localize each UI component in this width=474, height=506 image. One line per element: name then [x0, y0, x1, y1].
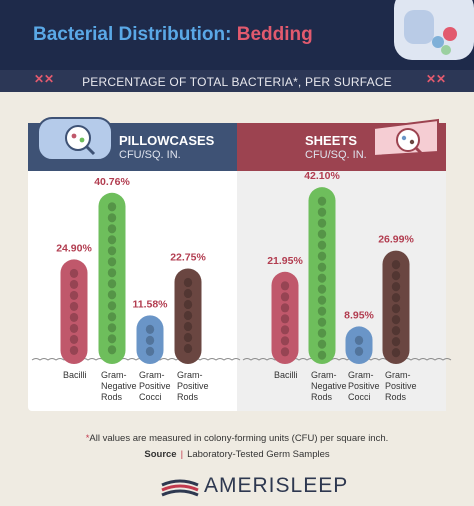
source-line: Source | Laboratory-Tested Germ Samples — [0, 449, 474, 460]
title-accent: Bedding — [236, 24, 313, 45]
pillow-icon — [37, 117, 113, 161]
pillowcases-value-label-gram-negative-rods: 40.76% — [94, 176, 130, 188]
pillowcases-bar-gram-negative-rods — [98, 192, 126, 364]
sheets-bar-gram-positive-cocci — [345, 326, 373, 364]
footnote-text: All values are measured in colony-formin… — [89, 433, 389, 444]
page-title: Bacterial Distribution: Bedding — [33, 24, 313, 46]
decor-cross-icon: ✕✕ — [426, 72, 447, 86]
chart-subtitle: PERCENTAGE OF TOTAL BACTERIA*, PER SURFA… — [82, 75, 392, 89]
decor-cross-icon: ✕✕ — [34, 72, 55, 86]
pillow-decoration-icon — [394, 0, 474, 60]
footnote: *All values are measured in colony-formi… — [0, 433, 474, 444]
sheets-value-label-gram-positive-cocci: 8.95% — [344, 309, 374, 321]
sheets-category-label-gram-positive-rods: Gram-Positive Rods — [385, 370, 417, 402]
pillowcases-value-label-gram-positive-rods: 22.75% — [170, 251, 206, 263]
sheets-value-label-gram-positive-rods: 26.99% — [378, 234, 414, 246]
pillowcases-title: PILLOWCASES — [119, 133, 215, 148]
pillowcases-unit: CFU/SQ. IN. — [119, 149, 181, 161]
brand-name: AMERISLEEP — [204, 474, 349, 497]
sheets-bar-gram-positive-rods — [382, 250, 410, 364]
sheets-category-label-gram-positive-cocci: Gram-Positive Cocci — [348, 370, 380, 402]
pillowcases-bar-gram-positive-cocci — [136, 315, 164, 364]
title-main: Bacterial Distribution: — [33, 24, 232, 45]
pillowcases-category-label-gram-positive-rods: Gram-Positive Rods — [177, 370, 209, 402]
pillowcases-bar-gram-positive-rods — [174, 268, 202, 364]
sheets-value-label-gram-negative-rods: 42.10% — [304, 170, 340, 182]
footnote-star: * — [85, 433, 90, 444]
subtitle-bar — [0, 70, 474, 92]
baseline-wave — [31, 358, 241, 361]
pillowcases-category-label-gram-positive-cocci: Gram-Positive Cocci — [139, 370, 171, 402]
sheets-category-label-bacilli: Bacilli — [274, 370, 298, 380]
sheets-value-label-bacilli: 21.95% — [267, 255, 303, 267]
sheets-category-label-gram-negative-rods: Gram-Negative Rods — [311, 370, 347, 402]
source-text: Laboratory-Tested Germ Samples — [187, 449, 330, 460]
sheets-unit: CFU/SQ. IN. — [305, 149, 367, 161]
source-separator: | — [180, 449, 184, 460]
source-label: Source — [144, 449, 177, 460]
pillowcases-value-label-bacilli: 24.90% — [56, 242, 92, 254]
pillowcases-bar-bacilli — [60, 259, 88, 364]
sheets-title: SHEETS — [305, 133, 358, 148]
pillowcases-value-label-gram-positive-cocci: 11.58% — [132, 298, 168, 310]
pillowcases-category-label-bacilli: Bacilli — [63, 370, 87, 380]
brand-logo-icon — [161, 479, 199, 497]
baseline-wave — [242, 358, 452, 361]
pillowcases-category-label-gram-negative-rods: Gram-Negative Rods — [101, 370, 137, 402]
sheet-icon — [373, 118, 439, 158]
sheets-bar-gram-negative-rods — [308, 187, 336, 364]
sheets-bar-bacilli — [271, 271, 299, 364]
